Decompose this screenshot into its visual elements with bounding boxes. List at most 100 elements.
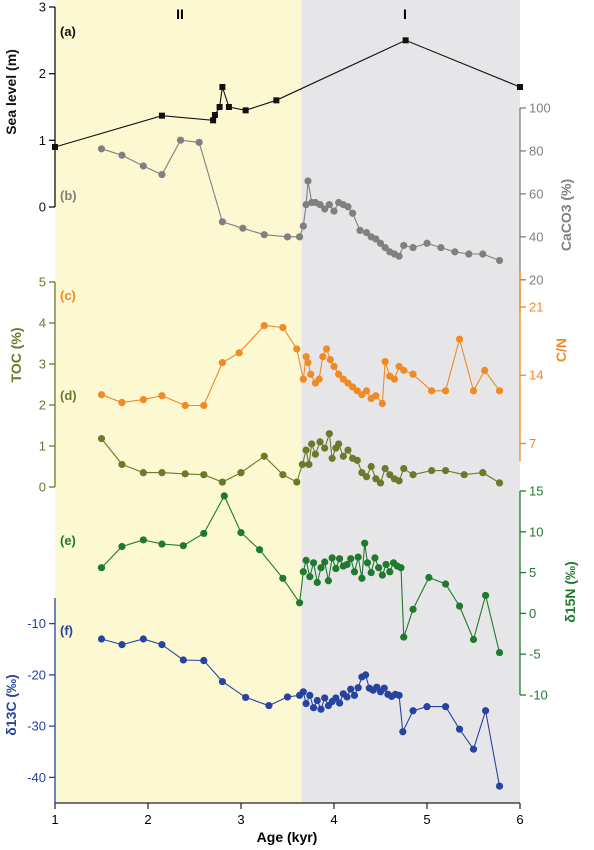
y-tick-label: 7 bbox=[529, 436, 536, 451]
data-point bbox=[335, 699, 344, 707]
data-point bbox=[354, 684, 362, 692]
y-tick-label: 5 bbox=[529, 565, 536, 580]
y-tick-label: 80 bbox=[529, 143, 543, 158]
data-point bbox=[181, 401, 189, 410]
data-point bbox=[358, 469, 366, 477]
data-point bbox=[399, 728, 407, 736]
data-point bbox=[316, 438, 324, 446]
data-point bbox=[335, 555, 344, 563]
data-point bbox=[455, 335, 464, 343]
data-point bbox=[347, 555, 355, 563]
y-tick-label: 0 bbox=[39, 480, 46, 495]
data-point bbox=[363, 559, 372, 567]
data-point bbox=[409, 707, 417, 715]
y-tick-label: 60 bbox=[529, 186, 543, 201]
data-point bbox=[97, 145, 106, 153]
data-point bbox=[97, 635, 106, 643]
data-point bbox=[381, 358, 389, 366]
panel-c-label: (c) bbox=[60, 288, 76, 303]
data-point bbox=[353, 456, 361, 464]
data-point bbox=[97, 435, 106, 443]
toc-axis-title: TOC (%) bbox=[8, 328, 24, 383]
data-point bbox=[304, 358, 312, 367]
data-point bbox=[256, 546, 264, 554]
y-tick-label: 3 bbox=[39, 357, 46, 372]
data-point bbox=[442, 580, 450, 588]
data-point bbox=[442, 703, 450, 711]
data-point bbox=[265, 702, 273, 710]
data-point bbox=[409, 243, 417, 252]
data-point bbox=[479, 469, 487, 477]
data-point bbox=[409, 605, 417, 613]
data-point bbox=[372, 475, 380, 483]
data-point bbox=[328, 454, 336, 462]
data-point bbox=[325, 201, 333, 209]
data-point bbox=[139, 536, 147, 544]
y-tick-label: 20 bbox=[529, 272, 543, 287]
data-point bbox=[308, 440, 316, 448]
data-point bbox=[309, 559, 318, 567]
caco3-axis-title: CaCO3 (%) bbox=[558, 179, 574, 251]
zone-II-label: II bbox=[176, 6, 184, 22]
y-tick-label: 21 bbox=[529, 300, 543, 315]
data-point bbox=[423, 239, 431, 247]
data-point bbox=[200, 529, 208, 538]
data-point bbox=[335, 440, 343, 448]
data-point bbox=[409, 471, 417, 479]
zone-I-background bbox=[301, 0, 520, 803]
data-point bbox=[400, 241, 408, 250]
data-point bbox=[195, 138, 203, 146]
zone-II-background bbox=[55, 0, 302, 803]
data-point bbox=[332, 694, 340, 702]
y-tick-label: -30 bbox=[27, 719, 46, 734]
data-point bbox=[367, 569, 375, 577]
data-point bbox=[386, 568, 394, 576]
data-point bbox=[479, 250, 487, 258]
data-point bbox=[481, 707, 490, 715]
y-tick-label: 15 bbox=[529, 484, 543, 499]
data-point bbox=[376, 239, 385, 247]
y-tick-label: 0 bbox=[39, 200, 46, 215]
data-point bbox=[309, 704, 318, 712]
data-point bbox=[347, 685, 355, 693]
x-tick-label: 1 bbox=[51, 812, 58, 827]
data-point bbox=[481, 591, 490, 600]
data-point bbox=[362, 228, 371, 237]
data-point bbox=[495, 648, 504, 657]
data-point bbox=[158, 112, 165, 119]
data-point bbox=[181, 470, 189, 478]
data-point bbox=[495, 479, 504, 487]
data-point bbox=[469, 745, 478, 753]
data-point bbox=[306, 573, 314, 581]
data-point bbox=[305, 460, 313, 469]
data-point bbox=[299, 688, 307, 696]
y-tick-label: -10 bbox=[27, 616, 46, 631]
x-tick-label: 5 bbox=[423, 812, 430, 827]
data-point bbox=[200, 656, 208, 665]
data-point bbox=[283, 233, 292, 241]
data-point bbox=[343, 560, 351, 569]
zone-I-label: I bbox=[403, 6, 407, 22]
data-point bbox=[283, 693, 292, 701]
data-point bbox=[460, 471, 468, 479]
data-point bbox=[386, 471, 394, 479]
data-point bbox=[324, 577, 333, 585]
y-tick-label: 14 bbox=[529, 368, 543, 383]
data-point bbox=[319, 353, 327, 361]
data-point bbox=[437, 243, 445, 252]
data-point bbox=[158, 641, 166, 649]
data-point bbox=[299, 222, 307, 230]
y-tick-label: -40 bbox=[27, 770, 46, 785]
y-tick-label: 2 bbox=[39, 398, 46, 413]
panel-f-label: (f) bbox=[60, 623, 73, 638]
data-point bbox=[260, 231, 268, 239]
data-point bbox=[451, 248, 459, 256]
data-point bbox=[216, 104, 223, 110]
data-point bbox=[237, 469, 245, 477]
data-point bbox=[317, 705, 325, 713]
data-point bbox=[298, 460, 306, 469]
data-point bbox=[402, 37, 409, 44]
panel-d-label: (d) bbox=[60, 388, 77, 403]
data-point bbox=[381, 464, 389, 473]
